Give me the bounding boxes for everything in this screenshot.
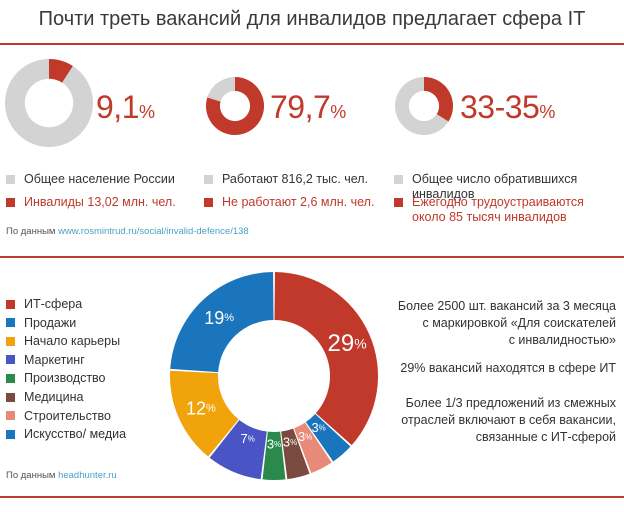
slice-label: 3% bbox=[267, 437, 281, 452]
slice-label: 12% bbox=[186, 398, 216, 418]
gray-square-icon bbox=[204, 175, 213, 184]
stat-3-number: 33-35 bbox=[460, 89, 540, 125]
slice-label: 3% bbox=[311, 420, 325, 435]
category-legend-item: Начало карьеры bbox=[6, 334, 120, 348]
source-label: По данным bbox=[6, 470, 56, 481]
legend-text: Работают 816,2 тыс. чел. bbox=[222, 172, 369, 186]
legend-text: Инвалиды 13,02 млн. чел. bbox=[24, 195, 176, 209]
legend-swatch-icon bbox=[6, 373, 15, 383]
slice-label: 3% bbox=[298, 429, 312, 444]
legend-label: Производство bbox=[24, 371, 106, 386]
slice-Маркетинг bbox=[209, 419, 267, 480]
legend-swatch-icon bbox=[6, 392, 15, 402]
legend-employment-red: Не работают 2,6 млн. чел. bbox=[204, 195, 374, 210]
red-square-icon bbox=[204, 198, 213, 207]
source-link[interactable]: www.rosmintrud.ru/social/invalid-defence… bbox=[58, 226, 249, 237]
stat-2-value: 79,7% bbox=[270, 91, 346, 128]
middle-divider bbox=[0, 256, 624, 258]
note-related: Более 1/3 предложений из смежных отрасле… bbox=[401, 396, 616, 444]
vacancies-donut-chart: 29%3%3%3%3%7%12%19% bbox=[170, 272, 379, 480]
slice-label: 3% bbox=[283, 435, 297, 450]
source-label: По данным bbox=[6, 226, 56, 237]
stat-2-unit: % bbox=[330, 102, 346, 122]
donut-population bbox=[5, 59, 94, 147]
slice-ИТ-сфера bbox=[274, 272, 379, 446]
stat-3-value: 33-35% bbox=[460, 91, 555, 128]
category-legend-item: Медицина bbox=[6, 390, 84, 404]
legend-applicants-red: Ежегодно трудоустраиваются около 85 тысяч… bbox=[394, 195, 584, 225]
legend-label: Начало карьеры bbox=[24, 334, 121, 349]
legend-applicants-gray: Общее число обратившихся инвалидов bbox=[394, 172, 624, 202]
slice-Начало карьеры bbox=[170, 370, 239, 457]
stat-1-value: 9,1% bbox=[96, 91, 155, 128]
legend-population-red: Инвалиды 13,02 млн. чел. bbox=[6, 195, 176, 210]
legend-swatch-icon bbox=[6, 355, 15, 365]
legend-population-gray: Общее население России bbox=[6, 172, 175, 187]
slice-Строительство bbox=[294, 422, 332, 474]
source-link[interactable]: headhunter.ru bbox=[58, 470, 117, 481]
source-top: По данным www.rosmintrud.ru/social/inval… bbox=[6, 226, 249, 237]
note-it-share: 29% вакансий находятся в сфере ИТ bbox=[400, 361, 616, 375]
source-bottom: По данным headhunter.ru bbox=[6, 470, 117, 481]
donut-applicants bbox=[394, 77, 453, 135]
population-base-ring bbox=[5, 59, 94, 147]
category-legend-item: Строительство bbox=[6, 409, 111, 423]
category-legend-item: ИТ-сфера bbox=[6, 297, 82, 311]
page-title: Почти треть вакансий для инвалидов предл… bbox=[38, 8, 586, 30]
population-share-arc bbox=[49, 59, 73, 83]
gray-square-icon bbox=[6, 175, 15, 184]
legend-swatch-icon bbox=[6, 318, 15, 328]
category-legend-item: Производство bbox=[6, 371, 106, 385]
slice-Медицина bbox=[281, 428, 310, 480]
legend-employment-gray: Работают 816,2 тыс. чел. bbox=[204, 172, 368, 187]
legend-text: Не работают 2,6 млн. чел. bbox=[222, 195, 375, 209]
applicants-share-arc bbox=[424, 77, 453, 122]
legend-label: ИТ-сфера bbox=[24, 297, 83, 311]
legend-text: Ежегодно трудоустраиваются около 85 тысяч… bbox=[412, 195, 584, 224]
legend-text: Общее население России bbox=[24, 172, 175, 186]
top-divider bbox=[0, 43, 624, 45]
bottom-divider bbox=[0, 496, 624, 498]
category-legend-item: Искусство/ медиа bbox=[6, 427, 126, 441]
gray-square-icon bbox=[394, 175, 403, 184]
slice-label: 7% bbox=[240, 431, 254, 446]
slice-label: 19% bbox=[204, 308, 234, 328]
legend-swatch-icon bbox=[6, 336, 15, 346]
legend-label: Маркетинг bbox=[24, 352, 85, 367]
slice-Производство bbox=[262, 431, 286, 480]
red-square-icon bbox=[394, 198, 403, 207]
legend-swatch-icon bbox=[6, 429, 15, 439]
employment-share-arc bbox=[206, 77, 264, 135]
note-vacancies: Более 2500 шт. вакансий за 3 месяца с ма… bbox=[397, 299, 616, 347]
legend-swatch-icon bbox=[6, 299, 15, 309]
legend-label: Строительство bbox=[24, 408, 111, 423]
category-legend-item: Продажи bbox=[6, 316, 76, 330]
legend-text: Общее число обратившихся инвалидов bbox=[412, 172, 578, 201]
stat-1-unit: % bbox=[138, 102, 155, 122]
stat-1-number: 9,1 bbox=[96, 89, 139, 125]
legend-swatch-icon bbox=[6, 411, 15, 421]
donut-employment bbox=[205, 77, 264, 135]
red-square-icon bbox=[6, 198, 15, 207]
category-legend-item: Маркетинг bbox=[6, 353, 85, 367]
legend-label: Медицина bbox=[24, 390, 84, 404]
slice-Продажи bbox=[305, 413, 351, 462]
stat-3-unit: % bbox=[539, 102, 555, 122]
legend-label: Продажи bbox=[24, 315, 77, 330]
stat-2-number: 79,7 bbox=[270, 89, 331, 125]
slice-Искусство/ медиа bbox=[170, 272, 274, 373]
legend-label: Искусство/ медиа bbox=[24, 427, 127, 442]
